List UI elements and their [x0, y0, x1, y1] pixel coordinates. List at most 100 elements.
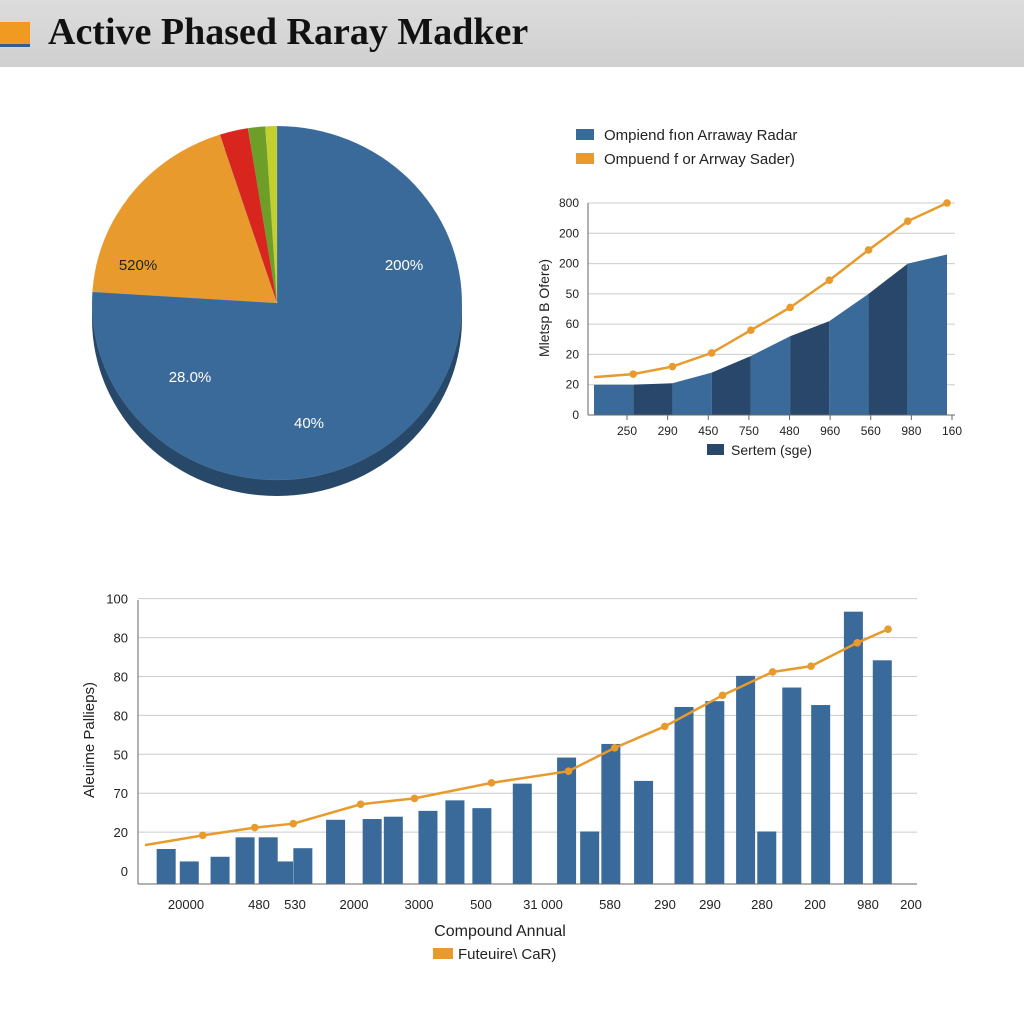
x-tick-label: 480 [779, 424, 799, 438]
legend-swatch [433, 948, 453, 959]
pie-slice-label: 200% [385, 257, 423, 274]
area-segment [750, 336, 791, 415]
bar [736, 675, 756, 884]
x-tick-label: 3000 [405, 897, 434, 912]
y-tick-label: 80 [114, 669, 128, 684]
bar-chart: 0 20 70 50 80 80 80 100 20000 480 530 2000 3000 500 3… [81, 592, 922, 963]
area-segment [790, 321, 830, 415]
y-tick-label: 20 [566, 347, 580, 361]
data-point [487, 779, 496, 787]
page-title: Active Phased Raray Madker [48, 11, 529, 53]
data-point [660, 722, 669, 731]
pie-slice [219, 127, 278, 304]
y-tick-label: 80 [114, 708, 128, 723]
x-axis-ticks: 250 290 450 750 480 960 560 980 160 [617, 415, 962, 438]
area-segment [868, 263, 908, 415]
x-tick-label: 290 [699, 897, 721, 912]
pie-slice [265, 125, 278, 304]
y-axis-label: Mletsp B Ofere) [536, 259, 552, 357]
y-axis-ticks: 0 20 70 50 80 80 80 100 [106, 592, 128, 879]
y-tick-label: 100 [106, 592, 128, 607]
x-tick-label: 580 [599, 897, 621, 912]
y-tick-label: 50 [114, 747, 128, 762]
pie-slice [91, 125, 463, 481]
bar [634, 780, 654, 884]
data-point [903, 217, 912, 225]
legend-swatch [707, 444, 724, 455]
area-segment [594, 384, 634, 415]
y-tick-label: 800 [559, 196, 579, 210]
bar [383, 816, 403, 884]
x-axis-ticks: 20000 480 530 2000 3000 500 31 000 580 290 290 280… [168, 897, 922, 912]
data-point [629, 370, 638, 378]
bar [179, 861, 199, 884]
bar [258, 837, 278, 884]
y-tick-label: 200 [559, 226, 579, 240]
legend-label: Ompiend fıon Arraway Radar [604, 127, 797, 144]
x-tick-label: 200 [900, 897, 922, 912]
bar [235, 837, 255, 884]
data-point [853, 638, 862, 647]
y-tick-label: 0 [572, 408, 579, 422]
x-tick-label: 290 [654, 897, 676, 912]
area-segment [633, 383, 673, 415]
pie-slice-label: 520% [119, 257, 157, 274]
x-tick-label: 250 [617, 424, 637, 438]
x-tick-label: 500 [470, 897, 492, 912]
x-axis-label: Compound Annual [434, 923, 566, 940]
area-segment [829, 293, 869, 415]
legend-label: Futeuire\ CaR) [458, 946, 556, 963]
bar [445, 800, 465, 884]
data-point [864, 246, 873, 254]
data-point [289, 819, 298, 828]
x-tick-label: 160 [942, 424, 962, 438]
legend-swatch [576, 129, 594, 140]
data-point [564, 767, 573, 775]
x-tick-label: 2000 [340, 897, 369, 912]
data-point [356, 800, 365, 809]
bar [782, 687, 802, 884]
x-tick-label: 200 [804, 897, 826, 912]
x-tick-label: 560 [861, 424, 881, 438]
bar [274, 861, 294, 884]
area-segment [672, 372, 712, 415]
data-point [943, 199, 951, 207]
x-tick-label: 480 [248, 897, 270, 912]
data-point [807, 662, 815, 670]
bar [580, 831, 600, 884]
bar [557, 757, 577, 884]
pie-slices [91, 125, 463, 481]
bar [512, 783, 532, 884]
y-tick-label: 20 [566, 378, 580, 392]
line-series [593, 199, 951, 379]
bar [326, 819, 346, 884]
data-point [250, 823, 259, 832]
x-tick-label: 20000 [168, 897, 204, 912]
y-tick-label: 70 [114, 786, 128, 801]
x-tick-label: 960 [820, 424, 840, 438]
area-series [594, 254, 947, 415]
y-axis-ticks: 0 20 20 60 50 200 200 800 [559, 196, 579, 422]
x-tick-label: 450 [698, 424, 718, 438]
bar-series [156, 611, 892, 884]
data-point [884, 625, 892, 633]
pie-chart: 200% 520% 28.0% 40% [91, 125, 463, 496]
data-point [410, 794, 419, 803]
series-line [593, 201, 948, 379]
data-point [786, 303, 794, 312]
data-point [707, 349, 716, 357]
title-accent-swatch [0, 22, 30, 47]
pie-slice [247, 126, 278, 304]
data-point [668, 362, 677, 371]
y-tick-label: 200 [559, 257, 579, 271]
y-axis-label: Aleuime Pallieps) [81, 682, 98, 798]
y-tick-label: 80 [114, 631, 128, 646]
y-tick-label: 50 [566, 287, 580, 301]
area-segment [711, 355, 751, 415]
data-point [768, 668, 777, 676]
pie-slice-label: 28.0% [169, 369, 212, 386]
x-tick-label: 290 [658, 424, 678, 438]
x-tick-label: 980 [857, 897, 879, 912]
x-tick-label: 750 [739, 424, 759, 438]
